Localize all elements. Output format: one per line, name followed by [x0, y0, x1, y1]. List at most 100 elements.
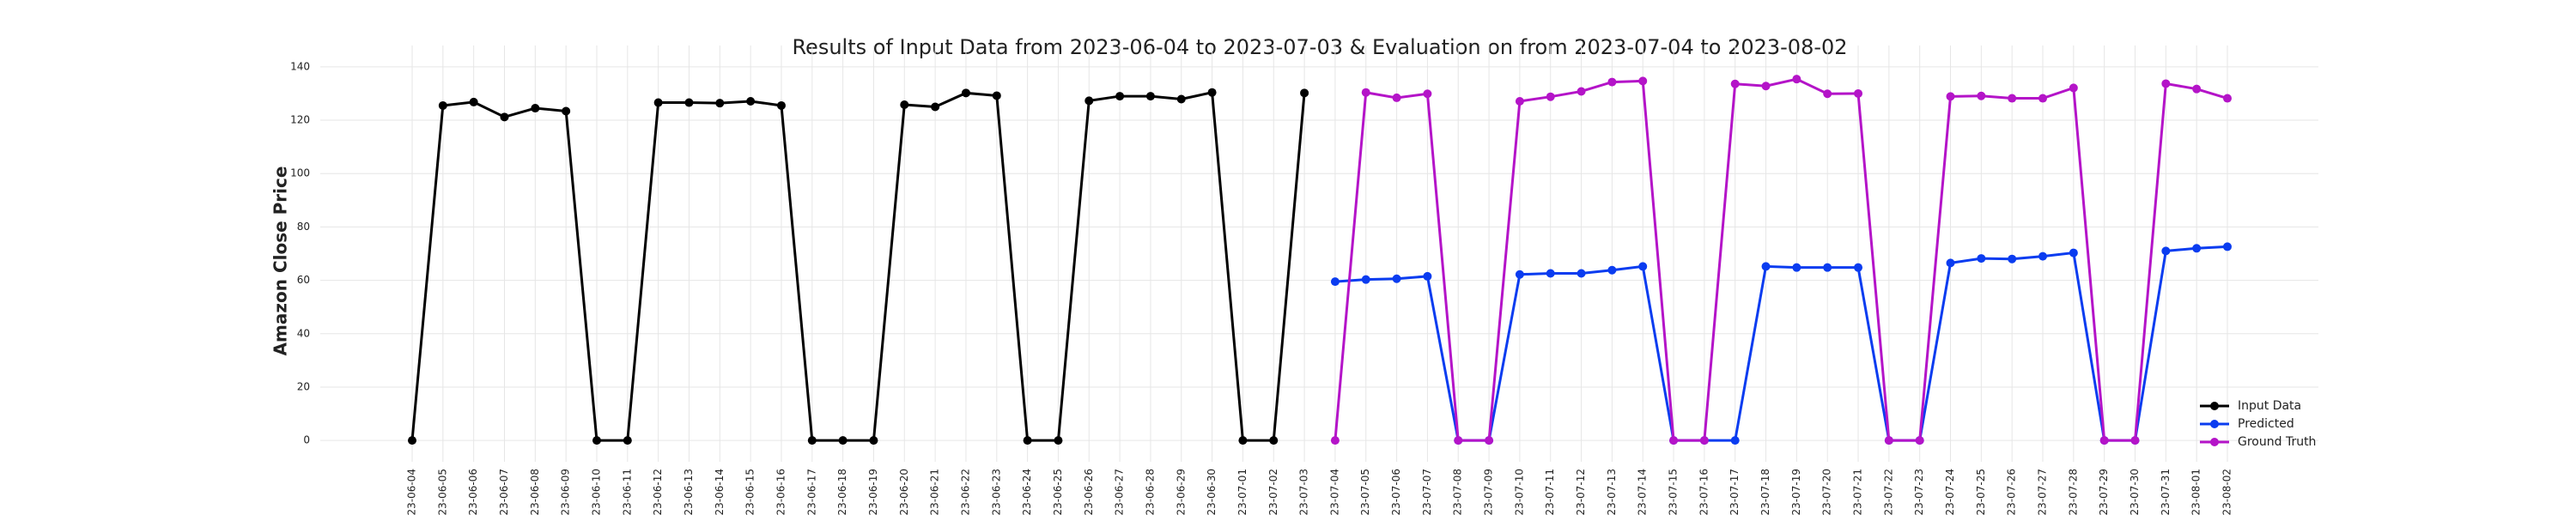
x-tick-label: 2023-07-26 — [2006, 469, 2018, 515]
data-point — [1854, 263, 1863, 272]
data-point — [2069, 248, 2078, 258]
data-point — [1607, 77, 1617, 87]
data-point — [1577, 269, 1586, 278]
x-tick-label: 2023-07-18 — [1759, 469, 1771, 515]
data-point — [1730, 436, 1740, 445]
data-point — [1084, 96, 1094, 106]
data-point — [1207, 88, 1217, 97]
data-point — [592, 436, 601, 445]
data-point — [1176, 94, 1186, 104]
data-point — [623, 436, 632, 445]
legend-marker — [2210, 420, 2219, 428]
x-tick-label: 2023-07-28 — [2067, 469, 2079, 515]
x-tick-label: 2023-07-09 — [1483, 469, 1495, 515]
x-tick-label: 2023-07-23 — [1913, 469, 1925, 515]
data-point — [1669, 436, 1679, 445]
data-point — [2038, 251, 2048, 261]
data-point — [653, 98, 663, 107]
data-point — [2038, 94, 2048, 103]
data-point — [1946, 92, 1955, 101]
x-tick-label: 2023-07-17 — [1728, 469, 1741, 515]
legend-label: Input Data — [2238, 399, 2301, 413]
data-point — [2223, 242, 2232, 251]
x-tick-label: 2023-07-12 — [1575, 469, 1587, 515]
data-point — [1423, 89, 1432, 99]
data-point — [2192, 244, 2202, 253]
x-tick-label: 2023-07-29 — [2098, 469, 2110, 515]
x-tick-label: 2023-06-28 — [1144, 469, 1156, 515]
x-tick-label: 2023-07-13 — [1606, 469, 1618, 515]
x-tick-label: 2023-06-08 — [529, 469, 541, 515]
x-tick-label: 2023-06-30 — [1206, 469, 1218, 515]
data-point — [1115, 92, 1125, 101]
x-tick-label: 2023-06-12 — [652, 469, 664, 515]
data-point — [1730, 79, 1740, 88]
data-point — [992, 91, 1001, 100]
x-tick-label: 2023-06-09 — [560, 469, 572, 515]
data-point — [1145, 92, 1155, 101]
x-tick-label: 2023-06-06 — [467, 469, 479, 515]
x-tick-label: 2023-06-16 — [775, 469, 787, 515]
data-point — [469, 97, 478, 106]
data-point — [1269, 436, 1279, 445]
x-tick-label: 2023-06-18 — [836, 469, 848, 515]
series-line — [1334, 77, 2228, 442]
data-point — [1884, 436, 1893, 445]
data-point — [1761, 82, 1771, 91]
x-tick-label: 2023-07-05 — [1359, 469, 1371, 515]
data-point — [1454, 436, 1463, 445]
x-tick-label: 2023-06-22 — [959, 469, 971, 515]
x-tick-label: 2023-06-21 — [929, 469, 941, 515]
x-tick-label: 2023-07-22 — [1882, 469, 1894, 515]
legend-label: Ground Truth — [2238, 435, 2316, 449]
x-tick-label: 2023-07-31 — [2160, 469, 2172, 515]
x-tick-label: 2023-07-19 — [1790, 469, 1802, 515]
x-tick-label: 2023-07-15 — [1668, 469, 1680, 515]
x-tick-label: 2023-06-23 — [990, 469, 1002, 515]
data-point — [1423, 271, 1432, 281]
x-tick-label: 2023-07-16 — [1698, 469, 1710, 515]
series-line — [1334, 245, 2228, 442]
x-tick-label: 2023-06-04 — [406, 469, 418, 515]
series-line — [410, 90, 1306, 442]
x-tick-label: 2023-07-24 — [1944, 469, 1956, 515]
data-point — [2130, 436, 2140, 445]
data-point — [1915, 436, 1924, 445]
data-point — [1361, 88, 1370, 97]
x-tick-label: 2023-07-27 — [2037, 469, 2049, 515]
data-point — [408, 436, 416, 445]
data-point — [2008, 94, 2017, 103]
x-tick-label: 2023-06-10 — [590, 469, 602, 515]
x-tick-label: 2023-06-24 — [1021, 469, 1033, 515]
data-point — [2223, 94, 2232, 103]
data-point — [1761, 262, 1771, 271]
data-point — [961, 88, 970, 98]
data-point — [531, 104, 540, 113]
data-point — [1485, 436, 1494, 445]
y-tick-label: 40 — [297, 327, 310, 339]
data-point — [1792, 75, 1801, 84]
data-point — [1238, 436, 1248, 445]
data-point — [1330, 436, 1340, 445]
x-tick-label: 2023-07-30 — [2129, 469, 2141, 515]
x-tick-label: 2023-07-04 — [1328, 469, 1340, 515]
data-point — [438, 100, 447, 110]
x-tick-label: 2023-06-17 — [805, 469, 817, 515]
x-tick-label: 2023-06-15 — [744, 469, 756, 515]
x-tick-label: 2023-08-02 — [2221, 469, 2233, 515]
data-point — [807, 436, 817, 445]
x-tick-label: 2023-06-29 — [1175, 469, 1187, 515]
y-tick-label: 140 — [290, 60, 310, 72]
data-point — [746, 96, 756, 106]
data-point — [1638, 76, 1648, 86]
x-tick-label: 2023-07-08 — [1452, 469, 1464, 515]
x-tick-label: 2023-06-25 — [1052, 469, 1064, 515]
data-point — [2161, 79, 2171, 88]
data-point — [1823, 89, 1832, 99]
legend: Input Data Predicted Ground Truth — [2200, 399, 2316, 449]
x-tick-label: 2023-06-13 — [683, 469, 695, 515]
x-tick-label: 2023-06-20 — [898, 469, 910, 515]
data-point — [1977, 91, 1986, 100]
y-tick-label: 100 — [290, 167, 310, 179]
